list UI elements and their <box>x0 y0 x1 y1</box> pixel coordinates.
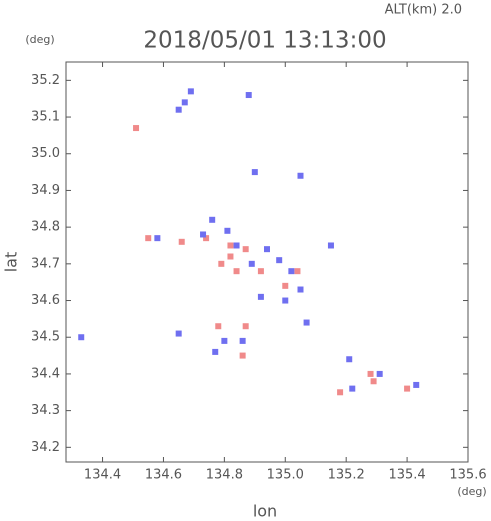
echo-point <box>337 389 344 396</box>
echo-point <box>264 246 270 253</box>
echo-point <box>413 381 420 388</box>
echo-point <box>303 319 310 326</box>
y-tick-label: 35.0 <box>31 146 60 161</box>
echo-point <box>209 216 216 223</box>
x-tick-label: 135.0 <box>267 468 304 483</box>
echo-point <box>294 268 301 275</box>
echo-point <box>251 169 258 176</box>
y-tick-label: 34.6 <box>31 293 60 308</box>
y-tick-label: 34.8 <box>31 220 60 235</box>
chart-title: 2018/05/01 13:13:00 <box>143 28 386 54</box>
echo-point <box>187 88 194 95</box>
echo-point <box>297 172 304 179</box>
echo-point <box>257 268 264 275</box>
echo-point <box>212 348 219 355</box>
y-tick-label: 35.1 <box>31 110 60 125</box>
x-tick-label: 134.8 <box>206 468 243 483</box>
x-unit: (deg) <box>457 485 486 498</box>
echo-point <box>175 330 182 337</box>
echo-point <box>224 227 231 234</box>
echo-point <box>404 385 411 392</box>
echo-point <box>376 370 383 377</box>
echo-point <box>133 125 140 132</box>
y-tick-label: 34.4 <box>31 366 60 381</box>
x-tick-label: 135.2 <box>328 468 365 483</box>
echo-point <box>282 282 289 289</box>
y-unit: (deg) <box>25 33 54 46</box>
echo-point <box>242 323 249 330</box>
y-axis-label: lat <box>2 252 21 273</box>
echo-point <box>221 337 228 344</box>
echo-point <box>242 246 249 253</box>
x-tick-label: 135.6 <box>449 468 486 483</box>
echo-point <box>288 268 295 275</box>
y-tick-label: 34.2 <box>31 440 60 455</box>
echo-point <box>239 337 246 344</box>
echo-point <box>154 235 161 242</box>
echo-point <box>327 242 334 249</box>
echo-point <box>248 260 255 267</box>
echo-point <box>200 231 207 238</box>
x-axis-label: lon <box>253 502 277 521</box>
plot-frame <box>65 61 469 463</box>
echo-point <box>349 385 356 392</box>
altitude-label: ALT(km) 2.0 <box>385 3 462 18</box>
x-tick-label: 135.4 <box>388 468 425 483</box>
echo-point <box>233 242 240 249</box>
echo-point <box>257 293 264 300</box>
echo-point <box>218 260 225 267</box>
echo-point <box>203 235 210 242</box>
x-tick-label: 134.4 <box>84 468 121 483</box>
y-tick-label: 34.9 <box>31 183 60 198</box>
echo-point <box>297 286 304 293</box>
echo-point <box>233 268 240 275</box>
echo-point <box>367 370 374 377</box>
echo-point <box>245 92 252 99</box>
echo-point <box>181 99 188 106</box>
echo-point <box>276 257 283 264</box>
echo-point <box>346 356 353 363</box>
echo-point <box>239 352 246 359</box>
echo-point <box>227 253 234 260</box>
echo-point <box>370 378 377 385</box>
echo-point <box>145 235 152 242</box>
y-tick-label: 35.2 <box>31 73 60 88</box>
echo-point <box>215 323 222 330</box>
echo-point <box>175 106 182 113</box>
echo-point <box>78 334 85 341</box>
x-tick-label: 134.6 <box>145 468 182 483</box>
y-tick-label: 34.7 <box>31 256 60 271</box>
y-tick-label: 34.3 <box>31 403 60 418</box>
echo-point <box>282 297 289 304</box>
y-tick-label: 34.5 <box>31 330 60 345</box>
echo-point <box>227 242 234 249</box>
echo-point <box>178 238 185 245</box>
